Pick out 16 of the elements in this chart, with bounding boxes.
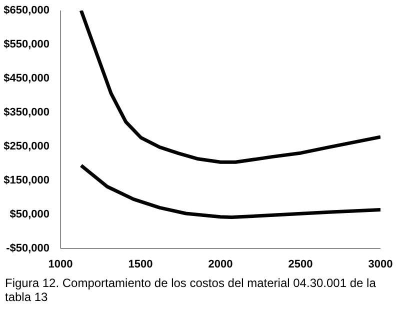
y-tick-label: $450,000 xyxy=(4,72,50,84)
x-tick-label: 3000 xyxy=(368,258,393,270)
y-tick-label: $250,000 xyxy=(4,140,50,152)
x-tick-label: 1000 xyxy=(48,258,73,270)
y-tick-label: -$50,000 xyxy=(6,242,50,254)
line-series xyxy=(79,164,380,219)
y-tick-label: $150,000 xyxy=(4,174,50,186)
x-tick-label: 1500 xyxy=(128,258,153,270)
x-tick-label: 2000 xyxy=(208,258,233,270)
y-tick-label: $50,000 xyxy=(10,208,50,220)
y-tick-label: $350,000 xyxy=(4,106,50,118)
text: Figura 12. Comportamiento de los costos del material 04.30.001 de la tabla 13 xyxy=(5,276,377,305)
y-tick-label: $550,000 xyxy=(4,38,50,50)
y-tick-label: $650,000 xyxy=(4,4,50,16)
x-tick-label: 2500 xyxy=(288,258,313,270)
line-series xyxy=(79,10,380,164)
